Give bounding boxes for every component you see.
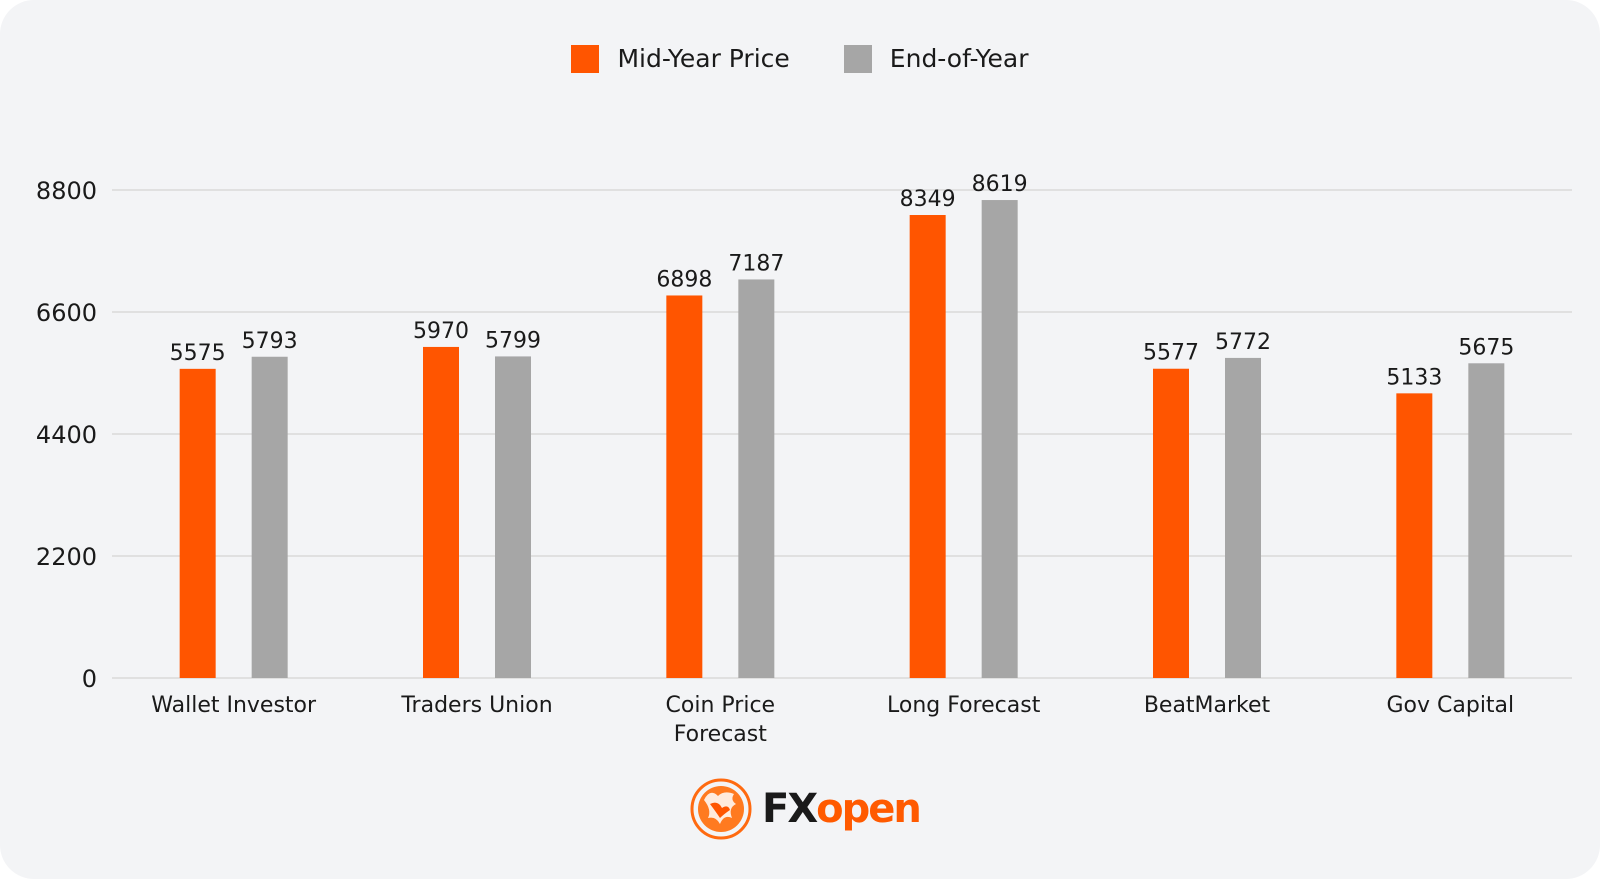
y-tick-label: 0 xyxy=(82,665,97,693)
bar-end-of-year xyxy=(1468,363,1505,678)
legend-item-end-of-year: End-of-Year xyxy=(843,44,1029,73)
data-label: 8619 xyxy=(972,172,1028,197)
data-label: 5793 xyxy=(242,329,298,354)
bar-end-of-year xyxy=(251,356,288,678)
bar-mid-year xyxy=(666,295,703,678)
y-tick-label: 2200 xyxy=(36,543,97,571)
x-category-label: Wallet Investor xyxy=(151,693,317,718)
x-category-label: Coin Price xyxy=(666,693,776,718)
y-tick-label: 4400 xyxy=(36,421,97,449)
bar-mid-year xyxy=(1396,393,1433,678)
fxopen-logo: FXopen xyxy=(690,778,922,840)
data-label: 8349 xyxy=(900,187,956,212)
y-tick-label: 8800 xyxy=(36,177,97,205)
data-label: 5575 xyxy=(170,341,226,366)
bar-mid-year xyxy=(423,346,459,678)
logo-open-text: open xyxy=(816,786,922,832)
legend-label-end-of-year: End-of-Year xyxy=(889,44,1029,73)
bull-emblem-icon xyxy=(690,778,752,840)
data-label: 5577 xyxy=(1143,341,1199,366)
data-label: 5675 xyxy=(1458,335,1514,360)
bar-end-of-year xyxy=(495,356,531,678)
data-label: 6898 xyxy=(656,267,712,292)
legend-item-mid-year: Mid-Year Price xyxy=(571,44,790,73)
bar-mid-year xyxy=(179,368,216,678)
data-label: 5970 xyxy=(413,319,469,344)
data-label: 5133 xyxy=(1386,365,1442,390)
legend-swatch-end-of-year xyxy=(843,44,872,73)
data-label: 5799 xyxy=(485,328,541,353)
bar-mid-year xyxy=(1153,368,1189,678)
bar-end-of-year xyxy=(738,279,775,678)
legend-label-mid-year: Mid-Year Price xyxy=(617,44,790,73)
legend: Mid-Year Price End-of-Year xyxy=(0,44,1600,73)
x-category-label: BeatMarket xyxy=(1144,693,1271,718)
logo-fx-text: FX xyxy=(762,786,818,832)
logo-wordmark: FXopen xyxy=(762,786,922,832)
data-label: 5772 xyxy=(1215,330,1271,355)
x-category-label: Gov Capital xyxy=(1386,693,1514,718)
x-category-label: Traders Union xyxy=(400,693,552,718)
legend-swatch-mid-year xyxy=(571,44,600,73)
x-category-label: Forecast xyxy=(674,722,767,747)
bar-end-of-year xyxy=(1225,357,1261,678)
bar-mid-year xyxy=(909,215,946,678)
bar-end-of-year xyxy=(981,200,1018,678)
x-category-label: Long Forecast xyxy=(887,693,1041,718)
data-label: 7187 xyxy=(728,251,784,276)
y-tick-label: 6600 xyxy=(36,299,97,327)
